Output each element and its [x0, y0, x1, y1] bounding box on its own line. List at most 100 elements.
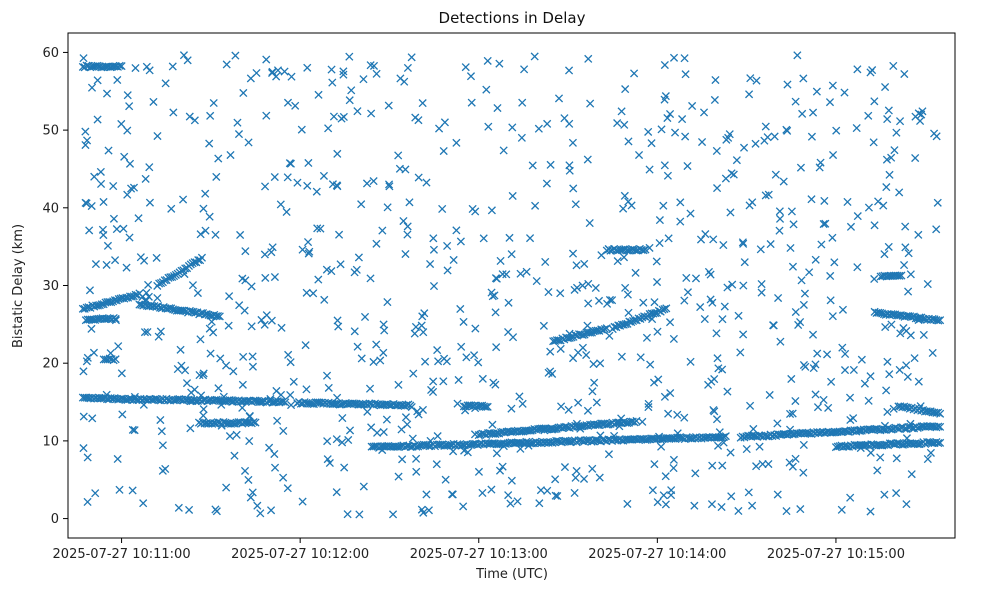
clutter-detection-marker	[752, 76, 761, 85]
clutter-detection-marker	[681, 70, 690, 79]
clutter-detection-marker	[322, 371, 332, 380]
clutter-detection-marker	[280, 67, 289, 76]
track-detection-marker	[117, 62, 126, 71]
clutter-detection-marker	[196, 230, 205, 239]
clutter-detection-marker	[236, 230, 245, 240]
clutter-detection-marker	[664, 409, 673, 418]
clutter-detection-marker	[270, 463, 280, 472]
clutter-detection-marker	[718, 365, 727, 374]
clutter-detection-marker	[293, 178, 302, 187]
track-detection-marker	[639, 246, 648, 255]
clutter-detection-marker	[180, 269, 189, 279]
clutter-detection-marker	[456, 304, 465, 314]
clutter-detection-marker	[267, 248, 276, 257]
clutter-detection-marker	[608, 296, 617, 305]
clutter-detection-marker	[498, 462, 507, 471]
clutter-detection-marker	[239, 88, 248, 98]
clutter-detection-marker	[499, 442, 508, 451]
clutter-detection-marker	[335, 230, 344, 239]
clutter-detection-marker	[286, 358, 295, 367]
clutter-detection-marker	[597, 251, 606, 260]
clutter-detection-marker	[452, 138, 461, 147]
clutter-detection-marker	[828, 150, 838, 160]
clutter-detection-marker	[327, 65, 336, 74]
clutter-detection-marker	[378, 226, 387, 235]
clutter-detection-marker	[411, 322, 421, 331]
clutter-detection-marker	[911, 153, 920, 163]
clutter-detection-marker	[709, 405, 718, 415]
clutter-detection-marker	[874, 197, 883, 206]
clutter-detection-marker	[432, 460, 441, 469]
clutter-detection-marker	[225, 432, 235, 441]
track-detection-marker	[109, 356, 118, 365]
clutter-detection-marker	[199, 369, 208, 378]
clutter-detection-marker	[811, 255, 820, 264]
clutter-detection-marker	[583, 406, 593, 415]
clutter-detection-marker	[139, 499, 148, 508]
track-detection-marker	[190, 258, 199, 267]
clutter-detection-marker	[90, 172, 99, 181]
clutter-detection-marker	[591, 283, 600, 293]
clutter-detection-marker	[728, 280, 737, 289]
clutter-detection-marker	[856, 425, 865, 434]
clutter-detection-marker	[748, 501, 757, 510]
clutter-detection-marker	[102, 89, 112, 98]
clutter-detection-marker	[212, 172, 221, 181]
track-detection-marker	[197, 253, 207, 262]
clutter-detection-marker	[699, 108, 709, 117]
clutter-detection-marker	[645, 165, 654, 174]
y-tick-label: 0	[51, 512, 59, 527]
clutter-detection-marker	[722, 135, 731, 144]
track-detection-marker	[111, 314, 120, 323]
clutter-detection-marker	[456, 237, 465, 246]
clutter-detection-marker	[765, 390, 774, 400]
clutter-detection-marker	[639, 298, 648, 307]
clutter-detection-marker	[876, 453, 885, 462]
clutter-detection-marker	[547, 425, 557, 434]
clutter-detection-marker	[487, 206, 496, 215]
clutter-detection-marker	[799, 74, 808, 83]
clutter-detection-marker	[870, 221, 879, 230]
clutter-detection-marker	[453, 399, 462, 408]
clutter-detection-marker	[516, 269, 525, 278]
clutter-detection-marker	[579, 474, 589, 483]
clutter-detection-marker	[556, 344, 565, 353]
clutter-detection-marker	[117, 369, 126, 378]
track-detection-marker	[107, 298, 116, 307]
clutter-detection-marker	[884, 106, 893, 115]
clutter-detection-marker	[846, 222, 856, 231]
clutter-detection-marker	[686, 357, 695, 366]
clutter-detection-marker	[572, 283, 582, 292]
clutter-detection-marker	[372, 69, 381, 78]
clutter-detection-marker	[789, 220, 798, 229]
clutter-detection-marker	[647, 139, 656, 148]
x-tick-label: 2025-07-27 10:11:00	[53, 547, 191, 562]
clutter-detection-marker	[324, 383, 333, 392]
clutter-detection-marker	[283, 484, 292, 493]
clutter-detection-marker	[81, 127, 90, 136]
clutter-detection-marker	[253, 501, 262, 510]
clutter-detection-marker	[471, 403, 480, 413]
clutter-detection-marker	[262, 111, 271, 120]
clutter-detection-marker	[129, 183, 139, 192]
clutter-detection-marker	[655, 216, 664, 225]
clutter-detection-marker	[546, 160, 555, 169]
clutter-detection-marker	[786, 425, 795, 434]
clutter-detection-marker	[800, 289, 809, 298]
clutter-detection-marker	[434, 124, 444, 133]
clutter-detection-marker	[901, 222, 910, 231]
clutter-detection-marker	[461, 406, 470, 415]
clutter-detection-marker	[883, 407, 892, 416]
track-detection-marker	[578, 330, 587, 340]
clutter-detection-marker	[145, 163, 154, 172]
clutter-detection-marker	[824, 403, 833, 412]
clutter-detection-marker	[320, 295, 329, 304]
clutter-detection-marker	[284, 350, 293, 359]
clutter-detection-marker	[154, 332, 163, 341]
clutter-detection-marker	[214, 154, 223, 163]
clutter-detection-marker	[85, 226, 94, 235]
clutter-detection-marker	[840, 366, 850, 375]
clutter-detection-marker	[125, 159, 135, 168]
clutter-detection-marker	[277, 323, 286, 332]
clutter-detection-marker	[734, 506, 743, 516]
